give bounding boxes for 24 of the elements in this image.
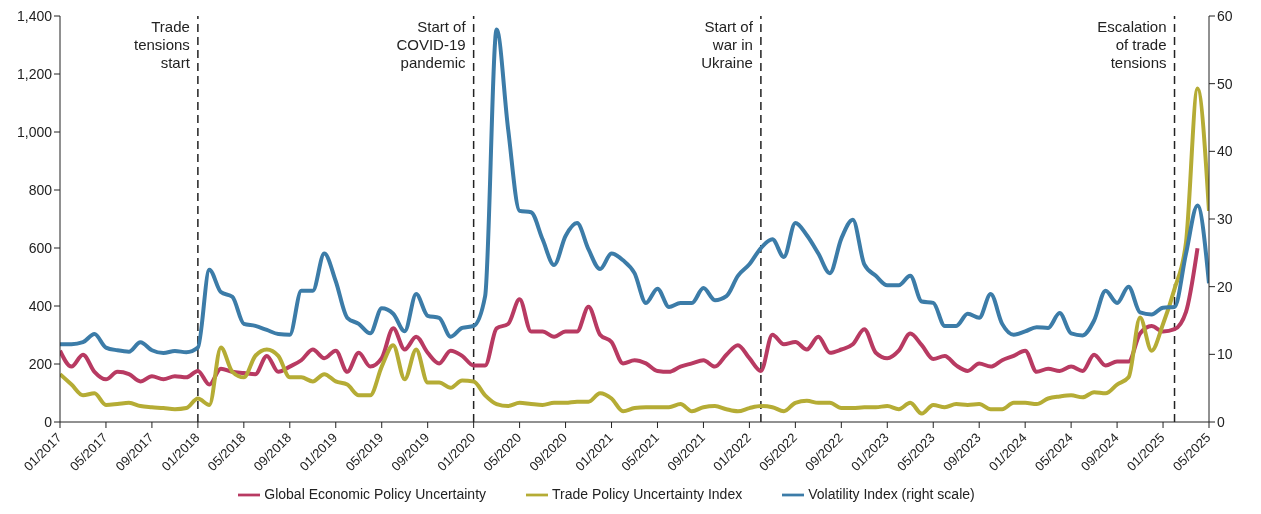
- y2-tick-label: 10: [1217, 346, 1233, 363]
- y-tick-label: 1,400: [16, 7, 53, 24]
- y2-tick-label: 20: [1217, 278, 1233, 295]
- ref-line-label: Start of war in Ukraine: [701, 18, 754, 71]
- legend-label: Volatility Index (right scale): [808, 485, 975, 502]
- y-tick-label: 0: [44, 413, 53, 430]
- y2-tick-label: 60: [1217, 7, 1233, 24]
- ref-line-label: Trade tensions start: [134, 18, 191, 71]
- y-tick-label: 200: [28, 355, 53, 372]
- line-series: [60, 86, 1209, 416]
- y-tick-label: 800: [28, 181, 53, 198]
- y-tick-label: 400: [28, 297, 53, 314]
- legend-label: Trade Policy Uncertainty Index: [552, 485, 743, 502]
- ref-line-label: Start of COVID-19 pandemic: [396, 18, 467, 71]
- line-series: [60, 246, 1200, 387]
- y2-tick-label: 50: [1217, 75, 1233, 92]
- legend-label: Global Economic Policy Uncertainty: [264, 485, 487, 502]
- ref-line-label: Escalation of trade tensions: [1097, 18, 1167, 71]
- y-tick-label: 1,000: [16, 123, 53, 140]
- y-tick-label: 600: [28, 239, 53, 256]
- y2-tick-label: 0: [1217, 413, 1225, 430]
- y-tick-label: 1,200: [16, 65, 53, 82]
- y2-tick-label: 40: [1217, 143, 1233, 160]
- y2-tick-label: 30: [1217, 210, 1233, 227]
